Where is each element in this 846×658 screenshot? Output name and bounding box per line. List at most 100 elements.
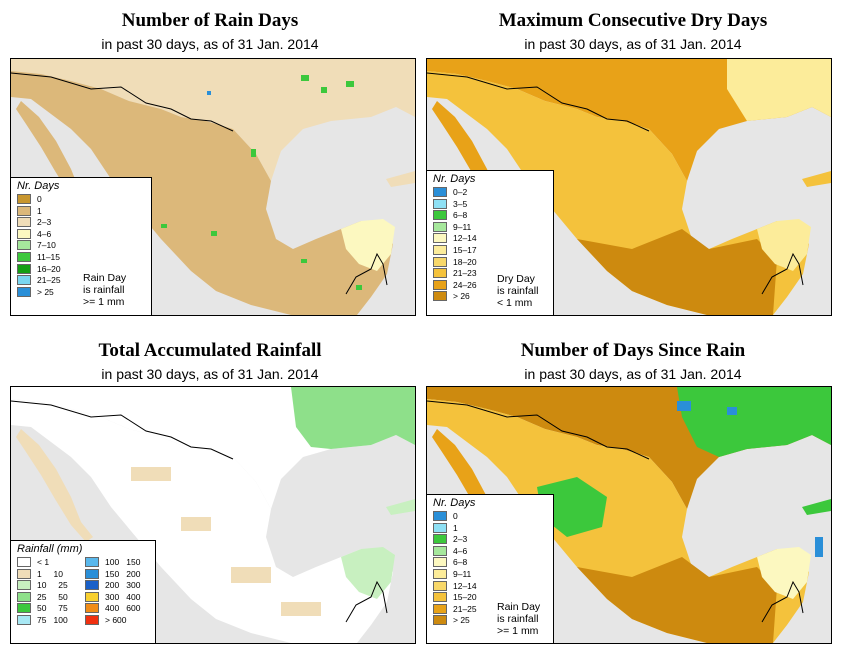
panel-title: Total Accumulated Rainfall <box>98 340 322 361</box>
legend-label: 6–8 <box>453 557 468 568</box>
legend-label: 50 75 <box>37 603 68 614</box>
land-yucatan <box>341 219 395 271</box>
legend-swatch <box>433 568 447 579</box>
legend-max-dry-days: Nr. Days 0–2 3–5 6–8 9–11 12–14 15–17 18… <box>426 170 554 316</box>
legend-swatch <box>433 511 447 521</box>
note-line: is rainfall <box>83 284 125 296</box>
legend-label: 12–14 <box>453 233 477 244</box>
legend-swatch <box>433 187 447 197</box>
legend-note: Rain Day is rainfall >= 1 mm <box>497 601 540 637</box>
legend-swatch <box>17 286 31 297</box>
legend-title: Nr. Days <box>17 180 60 192</box>
legend-swatch <box>17 228 31 239</box>
map-total-rainfall <box>10 386 416 644</box>
legend-label: 0 <box>453 511 458 521</box>
legend-swatch <box>433 244 447 255</box>
legend-label: 3–5 <box>453 198 468 209</box>
note-line: Rain Day <box>497 601 541 613</box>
legend-label: > 600 <box>105 614 127 625</box>
legend-label: 21–25 <box>453 603 477 614</box>
legend-label: 300 400 <box>105 591 141 602</box>
legend-swatch <box>433 557 447 568</box>
legend-label: 150 200 <box>105 568 141 579</box>
border-us-mexico <box>427 400 650 460</box>
land-usa <box>11 59 415 181</box>
panel-max-dry-days: Maximum Consecutive Dry Days in past 30 … <box>420 0 846 320</box>
legend-label: 400 600 <box>105 603 141 614</box>
legend-swatch <box>85 614 99 625</box>
legend-label: 2–3 <box>453 534 468 545</box>
legend-swatch <box>17 240 31 251</box>
rain-day-patches <box>161 75 362 290</box>
legend-label: 21–25 <box>37 275 61 286</box>
legend-label: 7–10 <box>37 240 56 251</box>
legend-swatch <box>433 603 447 614</box>
note-line: is rainfall <box>497 285 539 297</box>
legend-title: Nr. Days <box>433 173 476 185</box>
legend-title: Rainfall (mm) <box>17 543 83 555</box>
map-graphic <box>427 387 831 643</box>
land-yucatan <box>341 547 395 599</box>
map-graphic <box>11 59 415 315</box>
legend-label: 16–20 <box>37 263 61 274</box>
panel-subtitle: in past 30 days, as of 31 Jan. 2014 <box>524 366 742 382</box>
legend-swatch <box>433 198 447 209</box>
legend-label: > 25 <box>37 286 54 297</box>
land-baja <box>16 429 93 542</box>
border-us-mexico <box>427 72 650 132</box>
legend-swatch <box>85 580 99 591</box>
legend-swatch <box>433 291 447 302</box>
land-cuba <box>802 171 831 187</box>
legend-swatch <box>17 568 31 579</box>
map-graphic <box>11 387 415 643</box>
legend-label: 18–20 <box>453 256 477 267</box>
note-line: >= 1 mm <box>497 625 539 637</box>
land-usa-east-rain <box>291 387 415 449</box>
legend-swatch <box>433 615 447 626</box>
legend-swatch <box>433 233 447 244</box>
legend-label: 9–11 <box>453 568 472 579</box>
note-line: >= 1 mm <box>83 296 125 308</box>
legend-label: 21–23 <box>453 268 477 279</box>
legend-label: 24–26 <box>453 279 477 290</box>
legend-swatch <box>17 580 31 591</box>
legend-title: Nr. Days <box>433 497 476 509</box>
light-rain-patches <box>131 467 321 616</box>
legend-swatch <box>17 205 31 216</box>
legend-swatch <box>17 557 31 567</box>
legend-swatch <box>433 268 447 279</box>
land-cuba <box>386 171 415 187</box>
legend-label: 0–2 <box>453 187 468 197</box>
legend-label: 200 300 <box>105 580 141 591</box>
legend-label: 1 <box>453 522 458 533</box>
land-yucatan <box>757 219 811 271</box>
legend-total-rainfall: Rainfall (mm) < 1 100 150 1 10 150 200 1… <box>10 540 156 644</box>
land-mexico-green <box>537 477 607 537</box>
legend-label: < 1 <box>37 557 50 567</box>
legend-label: 15–20 <box>453 592 477 603</box>
legend-swatch <box>433 592 447 603</box>
panel-days-since-rain: Number of Days Since Rain in past 30 day… <box>420 330 846 658</box>
legend-swatch <box>17 194 31 204</box>
legend-swatch <box>17 275 31 286</box>
panel-rain-days: Number of Rain Days in past 30 days, as … <box>0 0 420 320</box>
panel-subtitle: in past 30 days, as of 31 Jan. 2014 <box>524 36 742 52</box>
land-mexico <box>11 71 393 315</box>
legend-swatch <box>17 591 31 602</box>
legend-days-since-rain: Nr. Days 0 1 2–3 4–6 6–8 9–11 12–14 15–2… <box>426 494 554 644</box>
legend-swatch <box>17 263 31 274</box>
legend-swatch <box>433 522 447 533</box>
land-yucatan <box>757 547 811 599</box>
land-mexico-south <box>577 229 777 315</box>
legend-rain-days: Nr. Days 0 1 2–3 4–6 7–10 11–15 16–20 21… <box>10 177 152 316</box>
legend-label: 4–6 <box>37 228 52 239</box>
border-guatemala <box>761 580 804 623</box>
note-line: is rainfall <box>497 613 539 625</box>
note-line: Dry Day <box>497 273 535 285</box>
legend-label: 9–11 <box>453 221 472 232</box>
note-line: < 1 mm <box>497 297 533 309</box>
border-us-mexico <box>11 400 234 460</box>
legend-swatch <box>433 534 447 545</box>
legend-swatch <box>17 603 31 614</box>
land-cuba <box>386 499 415 515</box>
